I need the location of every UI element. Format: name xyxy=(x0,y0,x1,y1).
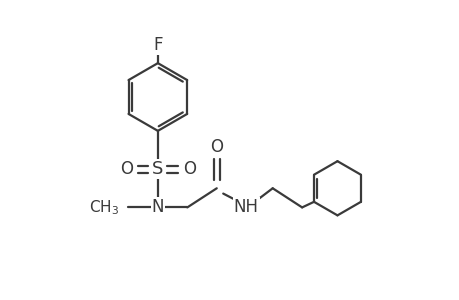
Text: CH$_3$: CH$_3$ xyxy=(89,198,119,217)
Text: O: O xyxy=(120,160,133,178)
Text: NH: NH xyxy=(233,198,258,216)
Text: S: S xyxy=(152,160,163,178)
Text: F: F xyxy=(153,36,162,54)
Text: O: O xyxy=(210,138,223,156)
Text: N: N xyxy=(151,198,164,216)
Text: O: O xyxy=(183,160,196,178)
